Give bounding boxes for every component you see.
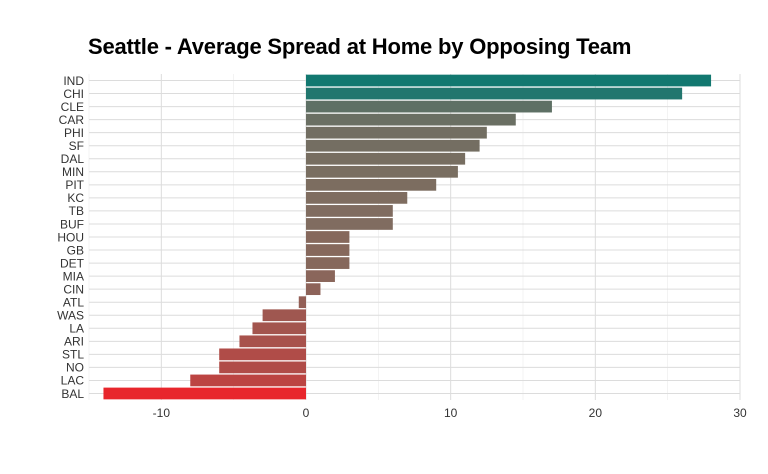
category-labels: INDCHICLECARPHISFDALMINPITKCTBBUFHOUGBDE… bbox=[57, 74, 85, 401]
bar-pit bbox=[306, 178, 437, 191]
bar-lac bbox=[190, 374, 306, 387]
category-label: DAL bbox=[61, 152, 85, 166]
category-label: STL bbox=[62, 348, 84, 362]
bar-tb bbox=[306, 205, 393, 217]
bar-det bbox=[306, 257, 350, 269]
category-label: ATL bbox=[63, 296, 84, 310]
category-label: CIN bbox=[63, 282, 84, 296]
bar-ari bbox=[239, 335, 306, 348]
x-axis-ticks: -10 0 10 20 30 bbox=[153, 406, 747, 420]
category-label: PHI bbox=[64, 126, 84, 140]
bars bbox=[103, 74, 712, 400]
category-label: HOU bbox=[57, 230, 84, 244]
category-label: BUF bbox=[60, 217, 84, 231]
bar-buf bbox=[306, 218, 393, 230]
category-label: WAS bbox=[57, 309, 84, 323]
category-label: SF bbox=[69, 139, 84, 153]
chart-title: Seattle - Average Spread at Home by Oppo… bbox=[88, 34, 632, 59]
bar-min bbox=[306, 165, 458, 178]
category-label: BAL bbox=[61, 387, 84, 401]
x-tick-label: 20 bbox=[589, 406, 603, 420]
bar-cle bbox=[306, 100, 552, 113]
category-label: PIT bbox=[65, 178, 84, 192]
bar-was bbox=[262, 309, 306, 322]
bar-kc bbox=[306, 192, 408, 204]
category-label: CLE bbox=[61, 100, 84, 114]
category-label: IND bbox=[63, 74, 84, 88]
x-tick-label: 10 bbox=[444, 406, 458, 420]
category-label: ARI bbox=[64, 335, 84, 349]
x-tick-label: -10 bbox=[153, 406, 171, 420]
bar-stl bbox=[219, 348, 306, 361]
x-tick-label: 0 bbox=[303, 406, 310, 420]
bar-sf bbox=[306, 139, 480, 152]
category-label: LA bbox=[69, 322, 84, 336]
bar-gb bbox=[306, 244, 350, 256]
category-label: TB bbox=[69, 204, 84, 218]
category-label: MIN bbox=[62, 165, 84, 179]
bar-ind bbox=[306, 74, 712, 87]
category-label: CHI bbox=[63, 87, 84, 101]
bar-cin bbox=[306, 283, 321, 296]
category-label: GB bbox=[67, 243, 84, 257]
category-label: CAR bbox=[59, 113, 85, 127]
category-label: LAC bbox=[61, 374, 85, 388]
category-label: KC bbox=[67, 191, 84, 205]
category-label: MIA bbox=[63, 269, 84, 283]
bar-dal bbox=[306, 152, 466, 165]
bar-no bbox=[219, 361, 306, 374]
bar-chi bbox=[306, 87, 683, 100]
bar-bal bbox=[103, 387, 306, 400]
bar-la bbox=[252, 322, 306, 335]
bar-atl bbox=[298, 296, 306, 309]
bar-hou bbox=[306, 231, 350, 243]
bar-phi bbox=[306, 126, 487, 139]
x-tick-label: 30 bbox=[733, 406, 747, 420]
category-label: NO bbox=[66, 361, 84, 375]
bar-mia bbox=[306, 270, 335, 282]
category-label: DET bbox=[60, 256, 85, 270]
bar-car bbox=[306, 113, 516, 126]
